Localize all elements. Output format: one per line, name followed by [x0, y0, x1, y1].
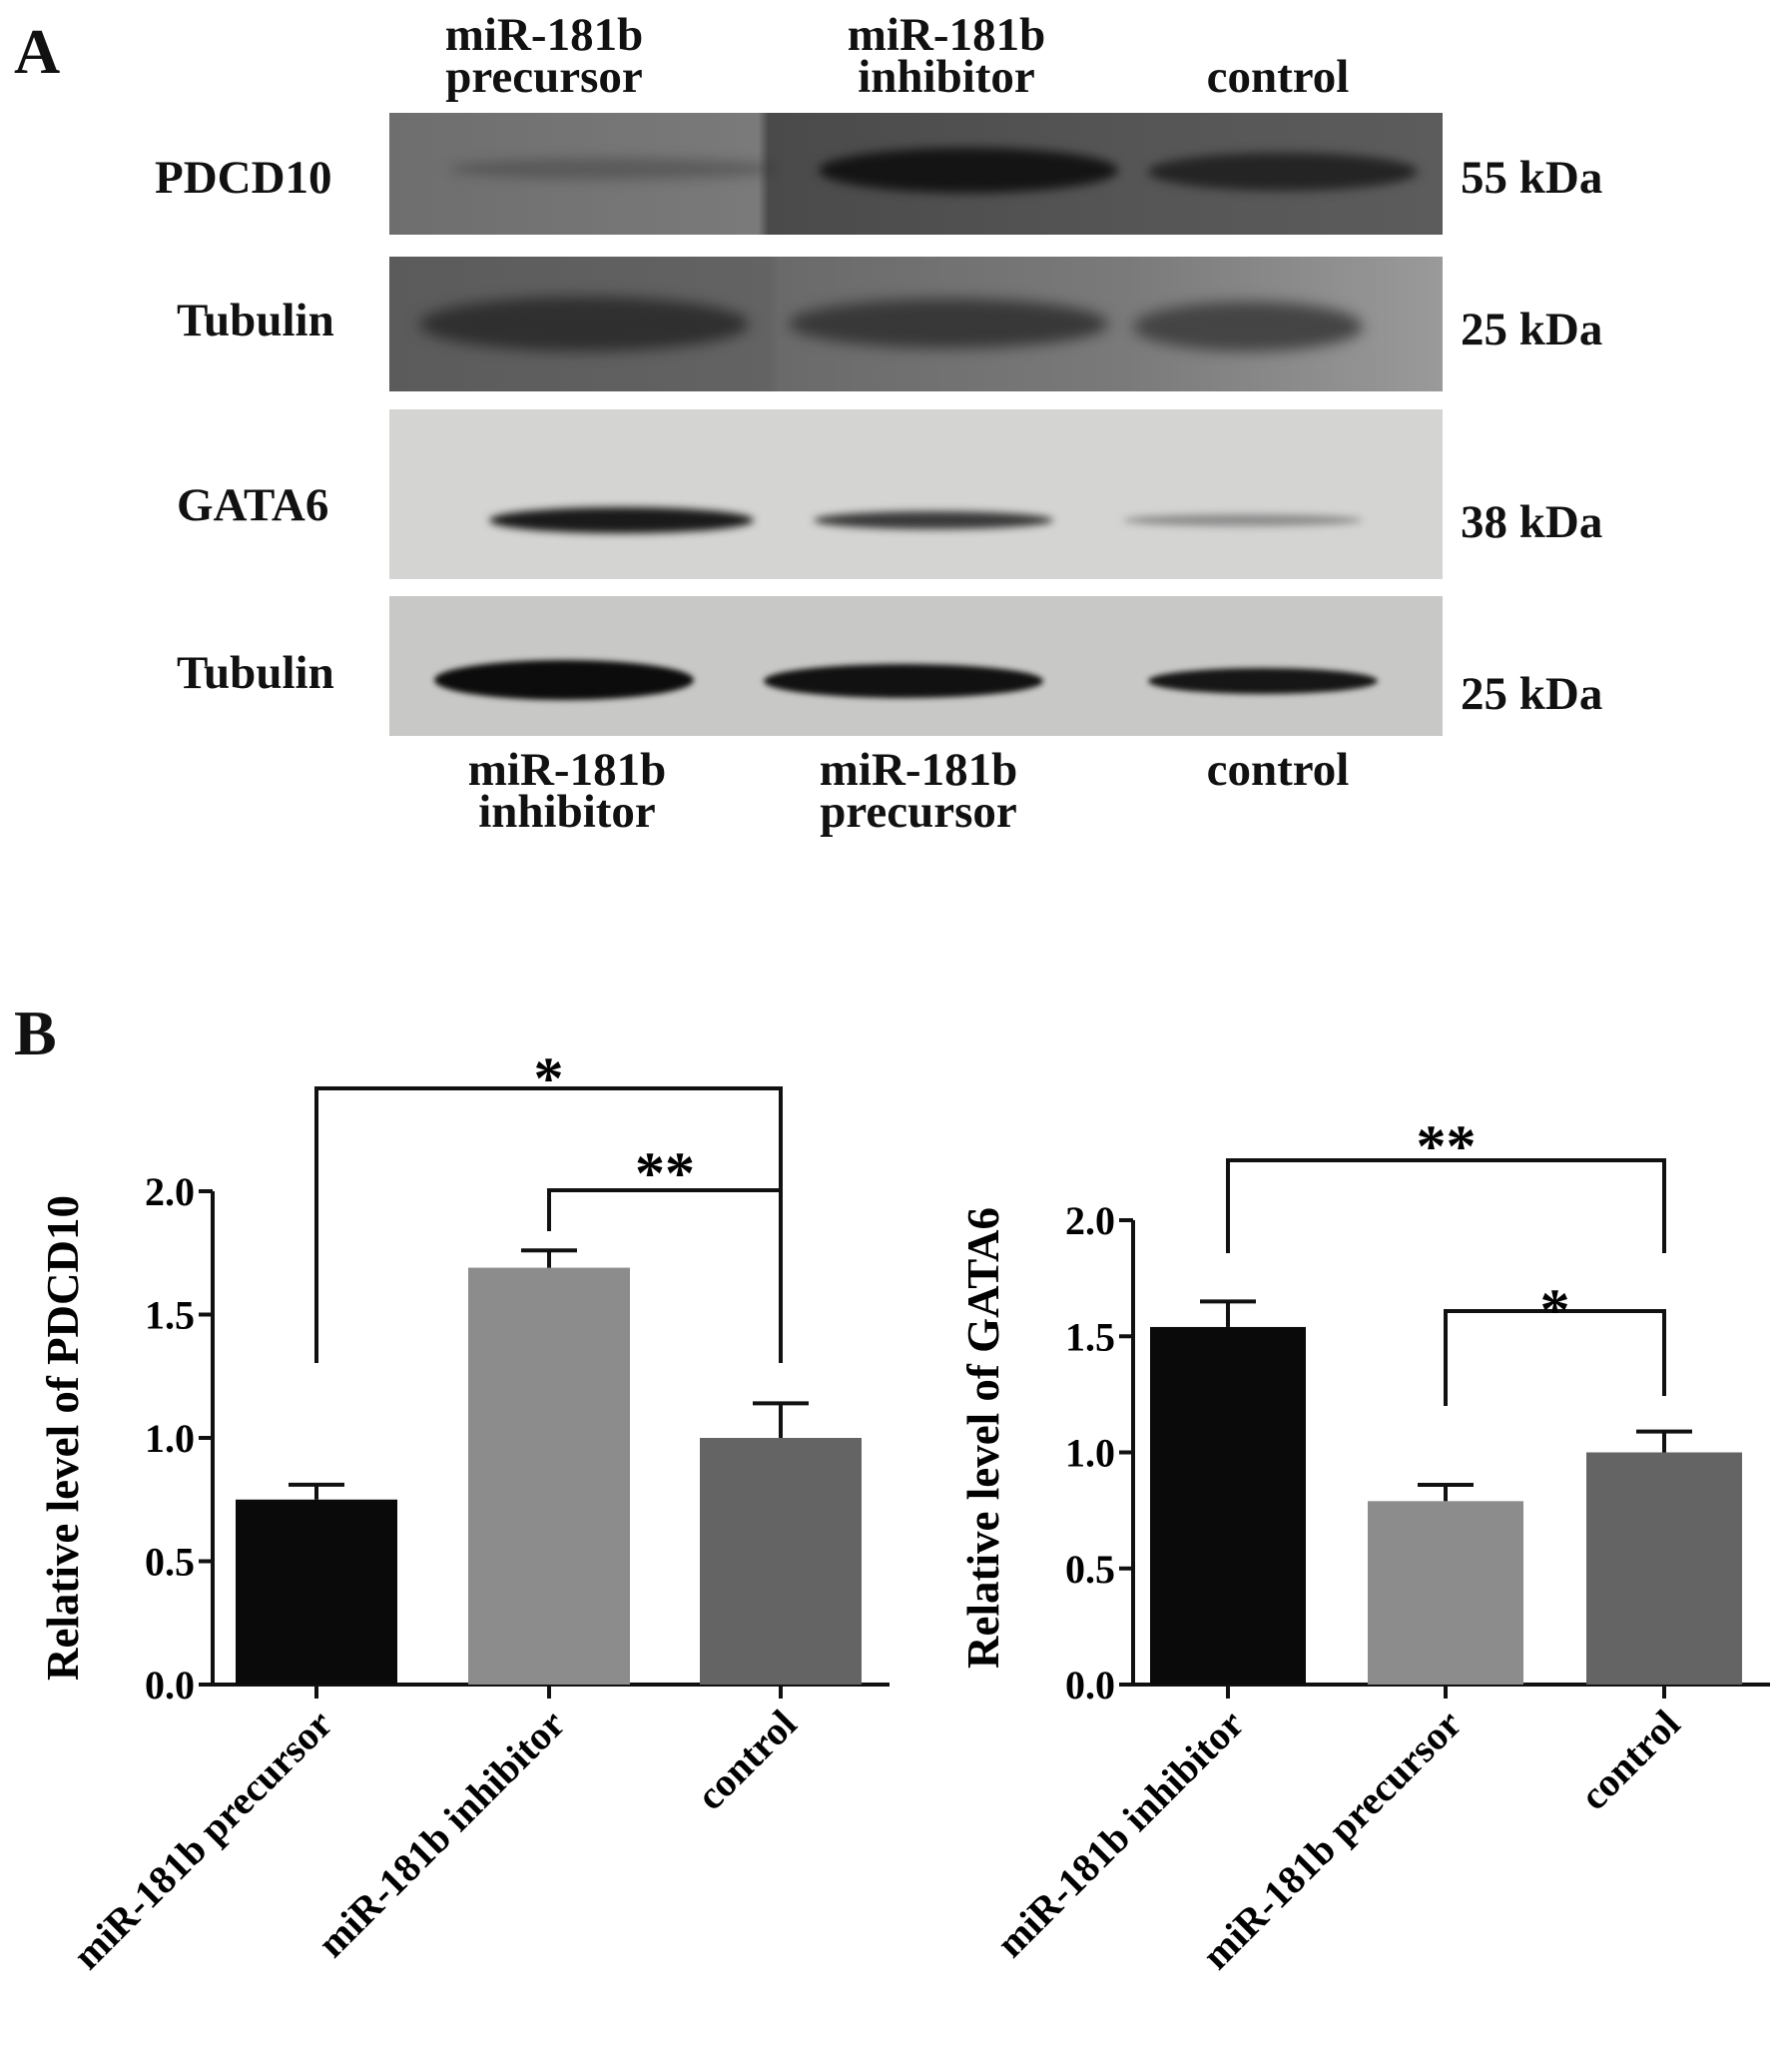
blot-gata6	[389, 409, 1443, 579]
y-axis-label: Relative level of GATA6	[958, 1207, 1008, 1669]
significance-label: *	[534, 1045, 564, 1111]
size-label: 38 kDa	[1461, 496, 1603, 548]
x-tick-label: miR-181b precursor	[64, 1702, 340, 1978]
y-tick-label: 0.0	[145, 1663, 195, 1708]
size-label: 25 kDa	[1461, 668, 1603, 720]
significance-label: **	[635, 1140, 695, 1206]
blot-pdcd10	[389, 113, 1443, 235]
lane-label-line: miR-181b	[847, 9, 1046, 61]
bar	[236, 1499, 397, 1685]
bottom-lane-label: control	[1148, 744, 1408, 796]
significance-label: **	[1417, 1113, 1477, 1179]
band	[819, 148, 1118, 193]
top-lane-label: control	[1148, 51, 1408, 103]
y-tick-label: 0.0	[1065, 1663, 1115, 1708]
lane-label-line: precursor	[820, 786, 1017, 838]
x-tick-label: control	[1571, 1702, 1689, 1819]
size-label: 55 kDa	[1461, 152, 1603, 204]
band	[449, 158, 779, 180]
size-label: 25 kDa	[1461, 304, 1603, 355]
significance-bracket	[547, 1188, 783, 1231]
bar	[1150, 1326, 1306, 1685]
lane-label-line: inhibitor	[858, 51, 1035, 103]
protein-label-tubulin: Tubulin	[177, 295, 334, 346]
band	[1123, 514, 1363, 526]
panel-a-letter: A	[14, 16, 61, 87]
lane-label-line: miR-181b	[819, 744, 1018, 796]
protein-label-gata6: GATA6	[177, 479, 329, 531]
y-axis-label: Relative level of PDCD10	[38, 1195, 88, 1681]
top-lane-label: miR-181b inhibitor	[817, 9, 1076, 103]
bar	[468, 1267, 630, 1685]
bottom-lane-label: miR-181b inhibitor	[437, 744, 697, 838]
lane-label-line: precursor	[445, 51, 643, 103]
significance-bracket	[1226, 1158, 1666, 1253]
band	[434, 660, 694, 700]
panel-b-letter: B	[14, 998, 57, 1068]
lane-label-line: control	[1206, 744, 1350, 796]
lane-label-line: control	[1206, 51, 1350, 103]
protein-label-pdcd10: PDCD10	[155, 152, 332, 204]
y-tick-label: 2.0	[1065, 1198, 1115, 1243]
y-tick-label: 1.0	[145, 1416, 195, 1461]
band	[764, 664, 1043, 698]
x-tick-label: control	[688, 1702, 806, 1819]
blot-tubulin	[389, 257, 1443, 391]
y-tick-label: 0.5	[145, 1540, 195, 1585]
blot-tubulin	[389, 596, 1443, 736]
top-lane-label: miR-181b precursor	[414, 9, 674, 103]
significance-label: *	[1540, 1277, 1570, 1343]
bar	[1368, 1501, 1523, 1685]
y-tick-label: 1.5	[1065, 1314, 1115, 1359]
y-tick-label: 1.0	[1065, 1431, 1115, 1476]
bar	[1586, 1452, 1742, 1685]
lane-label-line: miR-181b	[467, 744, 667, 796]
band	[1148, 668, 1378, 694]
bottom-lane-label: miR-181b precursor	[789, 744, 1048, 838]
band	[1148, 153, 1418, 191]
y-tick-label: 0.5	[1065, 1547, 1115, 1592]
significance-bracket	[1444, 1309, 1666, 1406]
x-tick-label: miR-181b inhibitor	[308, 1702, 573, 1966]
band	[489, 507, 754, 533]
band	[814, 511, 1053, 529]
protein-label-tubulin: Tubulin	[177, 647, 334, 699]
lane-label-line: miR-181b	[444, 9, 644, 61]
band	[419, 297, 749, 351]
y-tick-label: 2.0	[145, 1169, 195, 1214]
band	[789, 299, 1108, 348]
band	[1133, 302, 1363, 351]
lane-label-line: inhibitor	[478, 786, 656, 838]
y-tick-label: 1.5	[145, 1293, 195, 1338]
bar	[700, 1438, 862, 1685]
